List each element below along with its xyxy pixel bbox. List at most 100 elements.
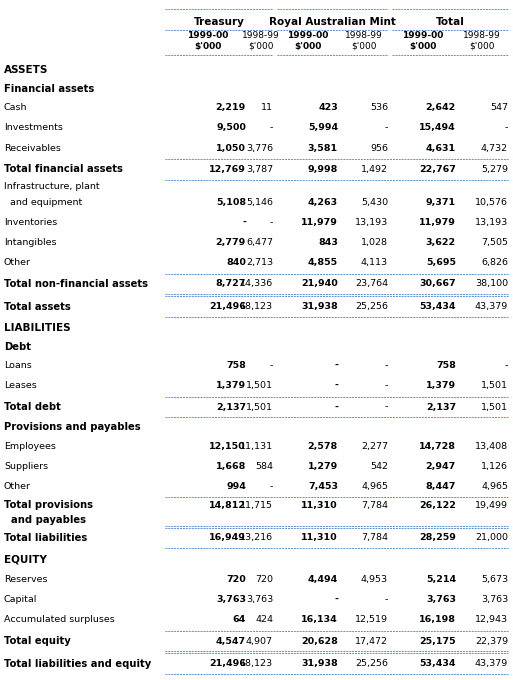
Text: Total provisions: Total provisions <box>4 500 93 510</box>
Text: -: - <box>334 381 338 390</box>
Text: Total liabilities: Total liabilities <box>4 533 87 543</box>
Text: 2,277: 2,277 <box>361 441 388 451</box>
Text: -: - <box>385 361 388 370</box>
Text: and equipment: and equipment <box>4 198 82 207</box>
Text: 3,763: 3,763 <box>216 595 246 604</box>
Text: Provisions and payables: Provisions and payables <box>4 422 141 432</box>
Text: 840: 840 <box>226 258 246 267</box>
Text: 15,494: 15,494 <box>419 123 456 133</box>
Text: 13,408: 13,408 <box>475 441 508 451</box>
Text: 2,642: 2,642 <box>426 103 456 112</box>
Text: 23,764: 23,764 <box>355 279 388 288</box>
Text: 4,732: 4,732 <box>481 143 508 152</box>
Text: 3,622: 3,622 <box>426 238 456 247</box>
Text: 7,784: 7,784 <box>361 500 388 510</box>
Text: 43,379: 43,379 <box>475 302 508 311</box>
Text: 4,907: 4,907 <box>246 636 273 645</box>
Text: 2,137: 2,137 <box>426 403 456 411</box>
Text: 38,100: 38,100 <box>475 279 508 288</box>
Text: Intangibles: Intangibles <box>4 238 56 247</box>
Text: 536: 536 <box>370 103 388 112</box>
Text: Infrastructure, plant: Infrastructure, plant <box>4 182 100 191</box>
Text: 2,713: 2,713 <box>246 258 273 267</box>
Text: Total non-financial assets: Total non-financial assets <box>4 279 148 289</box>
Text: 4,631: 4,631 <box>426 143 456 152</box>
Text: Total liabilities and equity: Total liabilities and equity <box>4 659 151 668</box>
Text: 1,379: 1,379 <box>426 381 456 390</box>
Text: Total debt: Total debt <box>4 402 61 412</box>
Text: 584: 584 <box>255 462 273 471</box>
Text: 16,949: 16,949 <box>209 533 246 543</box>
Text: 18,123: 18,123 <box>240 659 273 668</box>
Text: 1999-00: 1999-00 <box>287 31 329 41</box>
Text: 956: 956 <box>370 143 388 152</box>
Text: Other: Other <box>4 258 31 267</box>
Text: 720: 720 <box>226 575 246 584</box>
Text: 3,763: 3,763 <box>246 595 273 604</box>
Text: 1998-99: 1998-99 <box>463 31 501 41</box>
Text: Total equity: Total equity <box>4 636 71 646</box>
Text: -: - <box>270 218 273 226</box>
Text: $'000: $'000 <box>351 41 377 50</box>
Text: 11,715: 11,715 <box>240 500 273 510</box>
Text: $'000: $'000 <box>294 41 322 50</box>
Text: 11,131: 11,131 <box>240 441 273 451</box>
Text: 31,938: 31,938 <box>301 659 338 668</box>
Text: 5,279: 5,279 <box>481 165 508 174</box>
Text: 547: 547 <box>490 103 508 112</box>
Text: 25,175: 25,175 <box>419 636 456 645</box>
Text: 4,263: 4,263 <box>308 198 338 207</box>
Text: 4,494: 4,494 <box>308 575 338 584</box>
Text: 3,787: 3,787 <box>246 165 273 174</box>
Text: 3,776: 3,776 <box>246 143 273 152</box>
Text: 1,501: 1,501 <box>481 403 508 411</box>
Text: 14,812: 14,812 <box>209 500 246 510</box>
Text: LIABILITIES: LIABILITIES <box>4 323 71 333</box>
Text: 21,940: 21,940 <box>301 279 338 288</box>
Text: 17,472: 17,472 <box>355 636 388 645</box>
Text: 1,126: 1,126 <box>481 462 508 471</box>
Text: 22,379: 22,379 <box>475 636 508 645</box>
Text: 5,673: 5,673 <box>481 575 508 584</box>
Text: 30,667: 30,667 <box>419 279 456 288</box>
Text: Accumulated surpluses: Accumulated surpluses <box>4 615 115 624</box>
Text: 10,576: 10,576 <box>475 198 508 207</box>
Text: 2,578: 2,578 <box>308 441 338 451</box>
Text: -: - <box>505 123 508 133</box>
Text: 9,500: 9,500 <box>216 123 246 133</box>
Text: ASSETS: ASSETS <box>4 65 48 75</box>
Text: Reserves: Reserves <box>4 575 48 584</box>
Text: -: - <box>385 403 388 411</box>
Text: 1,492: 1,492 <box>361 165 388 174</box>
Text: 1,501: 1,501 <box>246 381 273 390</box>
Text: $'000: $'000 <box>469 41 495 50</box>
Text: 5,994: 5,994 <box>308 123 338 133</box>
Text: Investments: Investments <box>4 123 63 133</box>
Text: and payables: and payables <box>4 515 86 526</box>
Text: 1,050: 1,050 <box>216 143 246 152</box>
Text: -: - <box>334 595 338 604</box>
Text: 5,108: 5,108 <box>216 198 246 207</box>
Text: 1,379: 1,379 <box>216 381 246 390</box>
Text: $'000: $'000 <box>409 41 437 50</box>
Text: 16,134: 16,134 <box>301 615 338 624</box>
Text: 14,728: 14,728 <box>419 441 456 451</box>
Text: 13,216: 13,216 <box>240 533 273 543</box>
Text: 4,953: 4,953 <box>361 575 388 584</box>
Text: 14,336: 14,336 <box>240 279 273 288</box>
Text: 12,519: 12,519 <box>355 615 388 624</box>
Text: 12,943: 12,943 <box>475 615 508 624</box>
Text: Inventories: Inventories <box>4 218 57 226</box>
Text: 758: 758 <box>436 361 456 370</box>
Text: 19,499: 19,499 <box>475 500 508 510</box>
Text: 3,581: 3,581 <box>308 143 338 152</box>
Text: -: - <box>270 482 273 491</box>
Text: 1,028: 1,028 <box>361 238 388 247</box>
Text: 21,496: 21,496 <box>209 302 246 311</box>
Text: 25,256: 25,256 <box>355 302 388 311</box>
Text: Treasury: Treasury <box>193 17 244 27</box>
Text: -: - <box>385 595 388 604</box>
Text: -: - <box>385 123 388 133</box>
Text: 5,695: 5,695 <box>426 258 456 267</box>
Text: 20,628: 20,628 <box>301 636 338 645</box>
